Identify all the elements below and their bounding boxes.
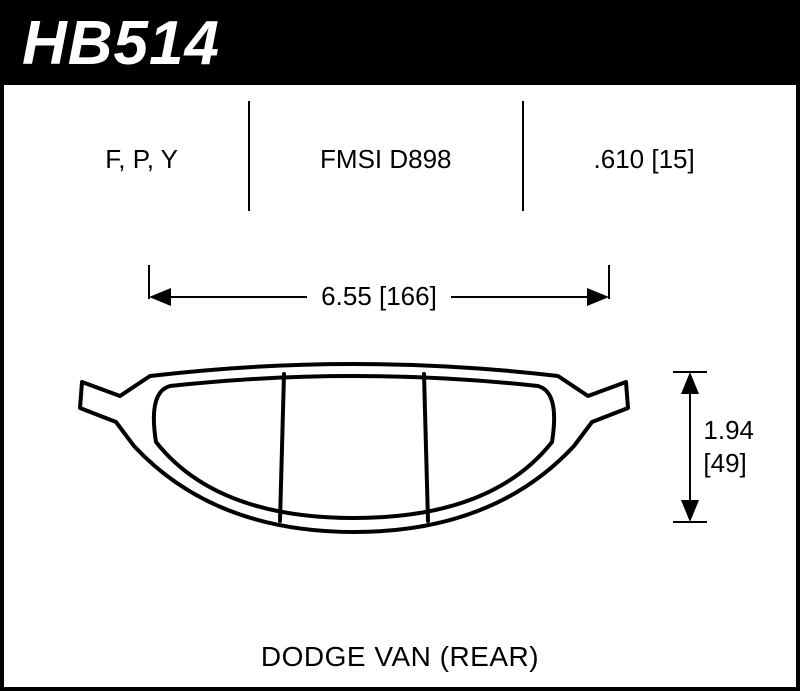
dim-tick	[673, 371, 707, 373]
dim-line-vertical	[689, 372, 691, 522]
spec-divider	[522, 101, 524, 211]
dim-tick	[673, 521, 707, 523]
dim-bar	[689, 394, 691, 500]
compounds-spec: F, P, Y	[75, 144, 208, 175]
height-mm: [49]	[703, 447, 754, 480]
thickness-spec: .610 [15]	[564, 144, 725, 175]
dim-line	[171, 296, 307, 298]
arrow-left-icon	[149, 288, 171, 306]
application-label: DODGE VAN (REAR)	[4, 641, 796, 673]
width-dimension: 6.55 [166]	[149, 281, 609, 312]
dim-tick	[608, 265, 610, 299]
header-bar: HB514	[4, 4, 796, 85]
spec-row: F, P, Y FMSI D898 .610 [15]	[4, 85, 796, 211]
arrow-down-icon	[681, 500, 699, 522]
dim-tick	[148, 265, 150, 299]
diagram-area: 6.55 [166]	[4, 211, 796, 641]
brake-pad-icon	[74, 346, 634, 566]
arrow-up-icon	[681, 372, 699, 394]
width-label: 6.55 [166]	[307, 281, 451, 312]
height-in: 1.94	[703, 414, 754, 447]
spec-sheet: HB514 F, P, Y FMSI D898 .610 [15] 6.55 […	[0, 0, 800, 691]
part-number: HB514	[22, 9, 220, 78]
spec-divider	[248, 101, 250, 211]
dim-line	[451, 296, 587, 298]
height-labels: 1.94 [49]	[703, 414, 754, 479]
fmsi-spec: FMSI D898	[290, 144, 482, 175]
arrow-right-icon	[587, 288, 609, 306]
height-dimension: 1.94 [49]	[689, 372, 754, 522]
